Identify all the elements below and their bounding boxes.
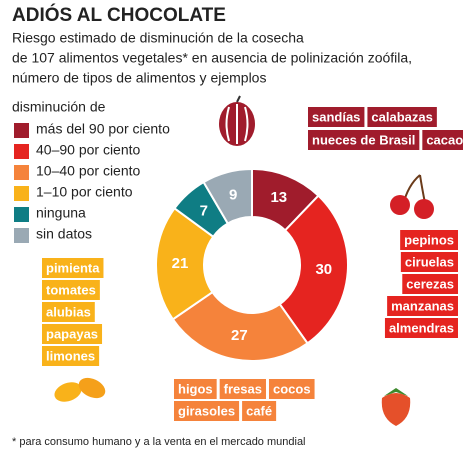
example-tag-bg — [387, 296, 458, 316]
legend-label: 1–10 por ciento — [36, 184, 133, 200]
data-label: 9 — [229, 186, 237, 203]
example-tag: cacao — [426, 132, 463, 147]
subtitle: Riesgo estimado de disminución de la cos… — [12, 30, 304, 46]
data-label: 21 — [172, 255, 189, 272]
example-tag-bg — [42, 324, 103, 344]
strawberry-icon — [381, 388, 411, 426]
example-tag: almendras — [389, 320, 454, 335]
legend-label: ninguna — [36, 205, 86, 221]
cherries-icon — [390, 174, 434, 219]
example-tag-bg — [174, 401, 240, 421]
subtitle: número de tipos de alimentos y ejemplos — [12, 70, 266, 86]
example-tag: girasoles — [178, 403, 235, 418]
example-tag: papayas — [46, 326, 98, 341]
example-tag-bg — [268, 379, 315, 399]
legend-label: 40–90 por ciento — [36, 142, 141, 158]
example-tag-bg — [174, 379, 217, 399]
legend-title: disminución de — [12, 99, 106, 115]
subtitle: de 107 alimentos vegetales* en ausencia … — [12, 50, 412, 66]
chart-title: ADIÓS AL CHOCOLATE — [12, 4, 226, 26]
example-tag-bg — [42, 302, 95, 322]
example-tag: manzanas — [391, 298, 454, 313]
legend-swatch — [14, 165, 29, 180]
legend-swatch — [14, 207, 29, 222]
donut-segment — [202, 167, 253, 225]
example-tag: ciruelas — [405, 254, 454, 269]
example-tag: higos — [178, 381, 213, 396]
example-tag: nueces de Brasil — [312, 132, 415, 147]
example-tag-bg — [384, 318, 458, 338]
donut-segment — [278, 194, 349, 345]
legend-swatch — [14, 228, 29, 243]
data-label: 7 — [200, 203, 208, 220]
example-tag-bg — [242, 401, 277, 421]
example-tag-bg — [42, 346, 100, 366]
example-tag: cerezas — [406, 276, 454, 291]
example-tag: sandías — [312, 109, 360, 124]
beans-icon — [54, 377, 106, 402]
example-tag: cocos — [273, 381, 311, 396]
data-label: 13 — [270, 189, 287, 206]
example-tag-bg — [219, 379, 266, 399]
example-tag-bg — [42, 280, 100, 300]
legend-swatch — [14, 186, 29, 201]
example-tag-bg — [422, 130, 463, 150]
example-tag: fresas — [224, 381, 262, 396]
watermelon-icon — [219, 95, 255, 146]
legend-label: 10–40 por ciento — [36, 163, 141, 179]
example-tag: pimienta — [46, 260, 100, 275]
example-tag-bg — [308, 107, 365, 127]
example-tag: pepinos — [404, 232, 454, 247]
example-tag-bg — [367, 107, 437, 127]
example-tag-bg — [308, 130, 420, 150]
example-tag: limones — [46, 348, 95, 363]
example-tag-bg — [400, 252, 458, 272]
legend-label: más del 90 por ciento — [36, 121, 170, 137]
example-tag: alubias — [46, 304, 91, 319]
example-tag-bg — [42, 258, 104, 278]
example-tag-bg — [400, 230, 458, 250]
example-tag: calabazas — [371, 109, 432, 124]
example-tag-bg — [402, 274, 458, 294]
legend-swatch — [14, 144, 29, 159]
example-tag: tomates — [46, 282, 96, 297]
legend-label: sin datos — [36, 226, 92, 242]
example-tag: café — [246, 403, 272, 418]
data-label: 30 — [315, 261, 332, 278]
footnote: * para consumo humano y a la venta en el… — [12, 436, 306, 448]
data-label: 27 — [231, 327, 248, 344]
donut-segment — [171, 290, 309, 362]
legend-swatch — [14, 123, 29, 138]
